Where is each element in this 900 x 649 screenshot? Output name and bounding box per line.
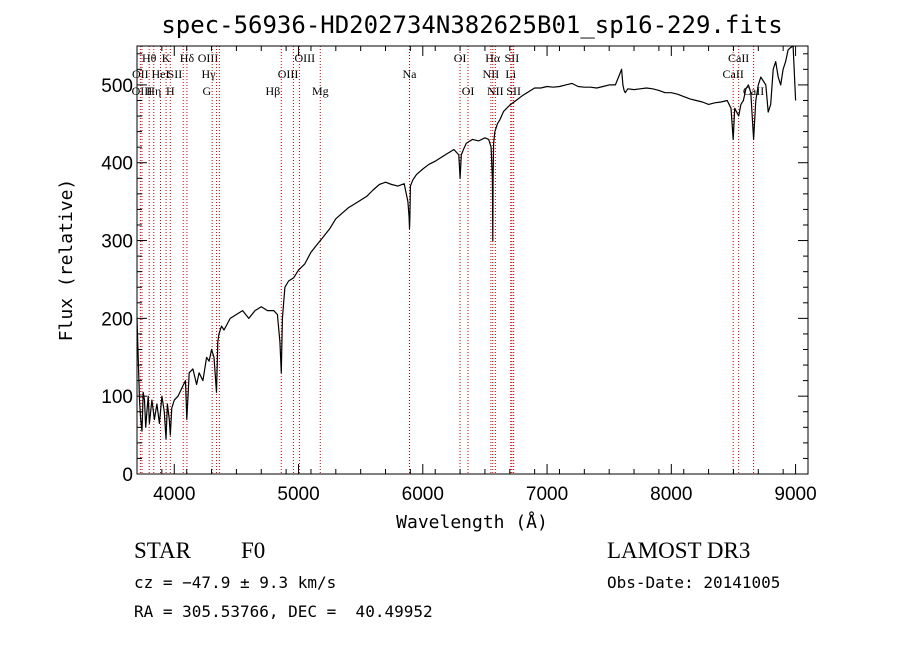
y-tick-label: 300 [101,232,133,253]
marker-label-0: Hθ [142,51,157,65]
marker-label-15: Mg [312,84,329,98]
y-tick-label: 100 [101,387,133,408]
y-tick-label: 500 [101,76,133,97]
marker-label-10: Hγ [202,67,217,81]
x-tick-label: 6000 [402,484,444,505]
spectrum-chart: spec-56936-HD202734N382625B01_sp16-229.f… [56,11,817,533]
marker-label-18: OI [462,84,475,98]
axes: 4000 5000 6000 7000 8000 9000 0 100 200 300 400 500 [101,46,817,505]
coordinates: RA = 305.53766, DEC = 40.49952 [134,602,433,621]
y-axis-label: Flux (relative) [56,179,77,342]
marker-label-25: CaII [728,51,749,65]
marker-label-24: SII [506,84,521,98]
marker-label-21: NII [487,84,504,98]
marker-label-19: Hα [485,51,501,65]
plot-frame [136,45,809,475]
y-tick-label: 400 [101,154,133,175]
redshift-velocity: cz = −47.9 ± 9.3 km/s [134,573,337,592]
spectrum-line [136,45,797,440]
x-tick-label: 8000 [650,484,692,505]
object-subclass: F0 [241,538,266,563]
x-tick-label: 4000 [153,484,195,505]
observation-date: Obs-Date: 20141005 [607,573,781,592]
marker-label-12: Hβ [265,84,280,98]
marker-label-8: Hδ [180,51,195,65]
marker-label-17: OI [454,51,467,65]
x-tick-label: 5000 [277,484,319,505]
y-tick-label: 0 [122,465,133,486]
marker-label-6: SII [168,67,183,81]
x-axis-label: Wavelength (Å) [396,511,548,533]
marker-label-26: CaII [723,67,744,81]
marker-label-4: HeI [151,67,169,81]
marker-label-23: Li [505,67,516,81]
marker-label-1: OII [132,67,149,81]
chart-title: spec-56936-HD202734N382625B01_sp16-229.f… [161,11,782,39]
marker-label-7: H [166,84,175,98]
spectrum-series [136,45,797,440]
y-tick-label: 200 [101,309,133,330]
marker-label-27: CaII [743,84,764,98]
marker-label-22: SII [505,51,520,65]
marker-label-5: K [162,51,171,65]
object-class: STAR [134,538,191,563]
marker-label-20: NII [483,67,500,81]
marker-label-13: OIII [294,51,315,65]
survey-name: LAMOST DR3 [607,538,751,563]
marker-label-14: OIII [278,67,299,81]
marker-label-16: Na [403,67,418,81]
marker-label-3: Hη [146,84,161,98]
marker-label-11: G [203,84,212,98]
x-tick-label: 9000 [774,484,816,505]
x-tick-label: 7000 [526,484,568,505]
marker-label-9: OIII [198,51,219,65]
